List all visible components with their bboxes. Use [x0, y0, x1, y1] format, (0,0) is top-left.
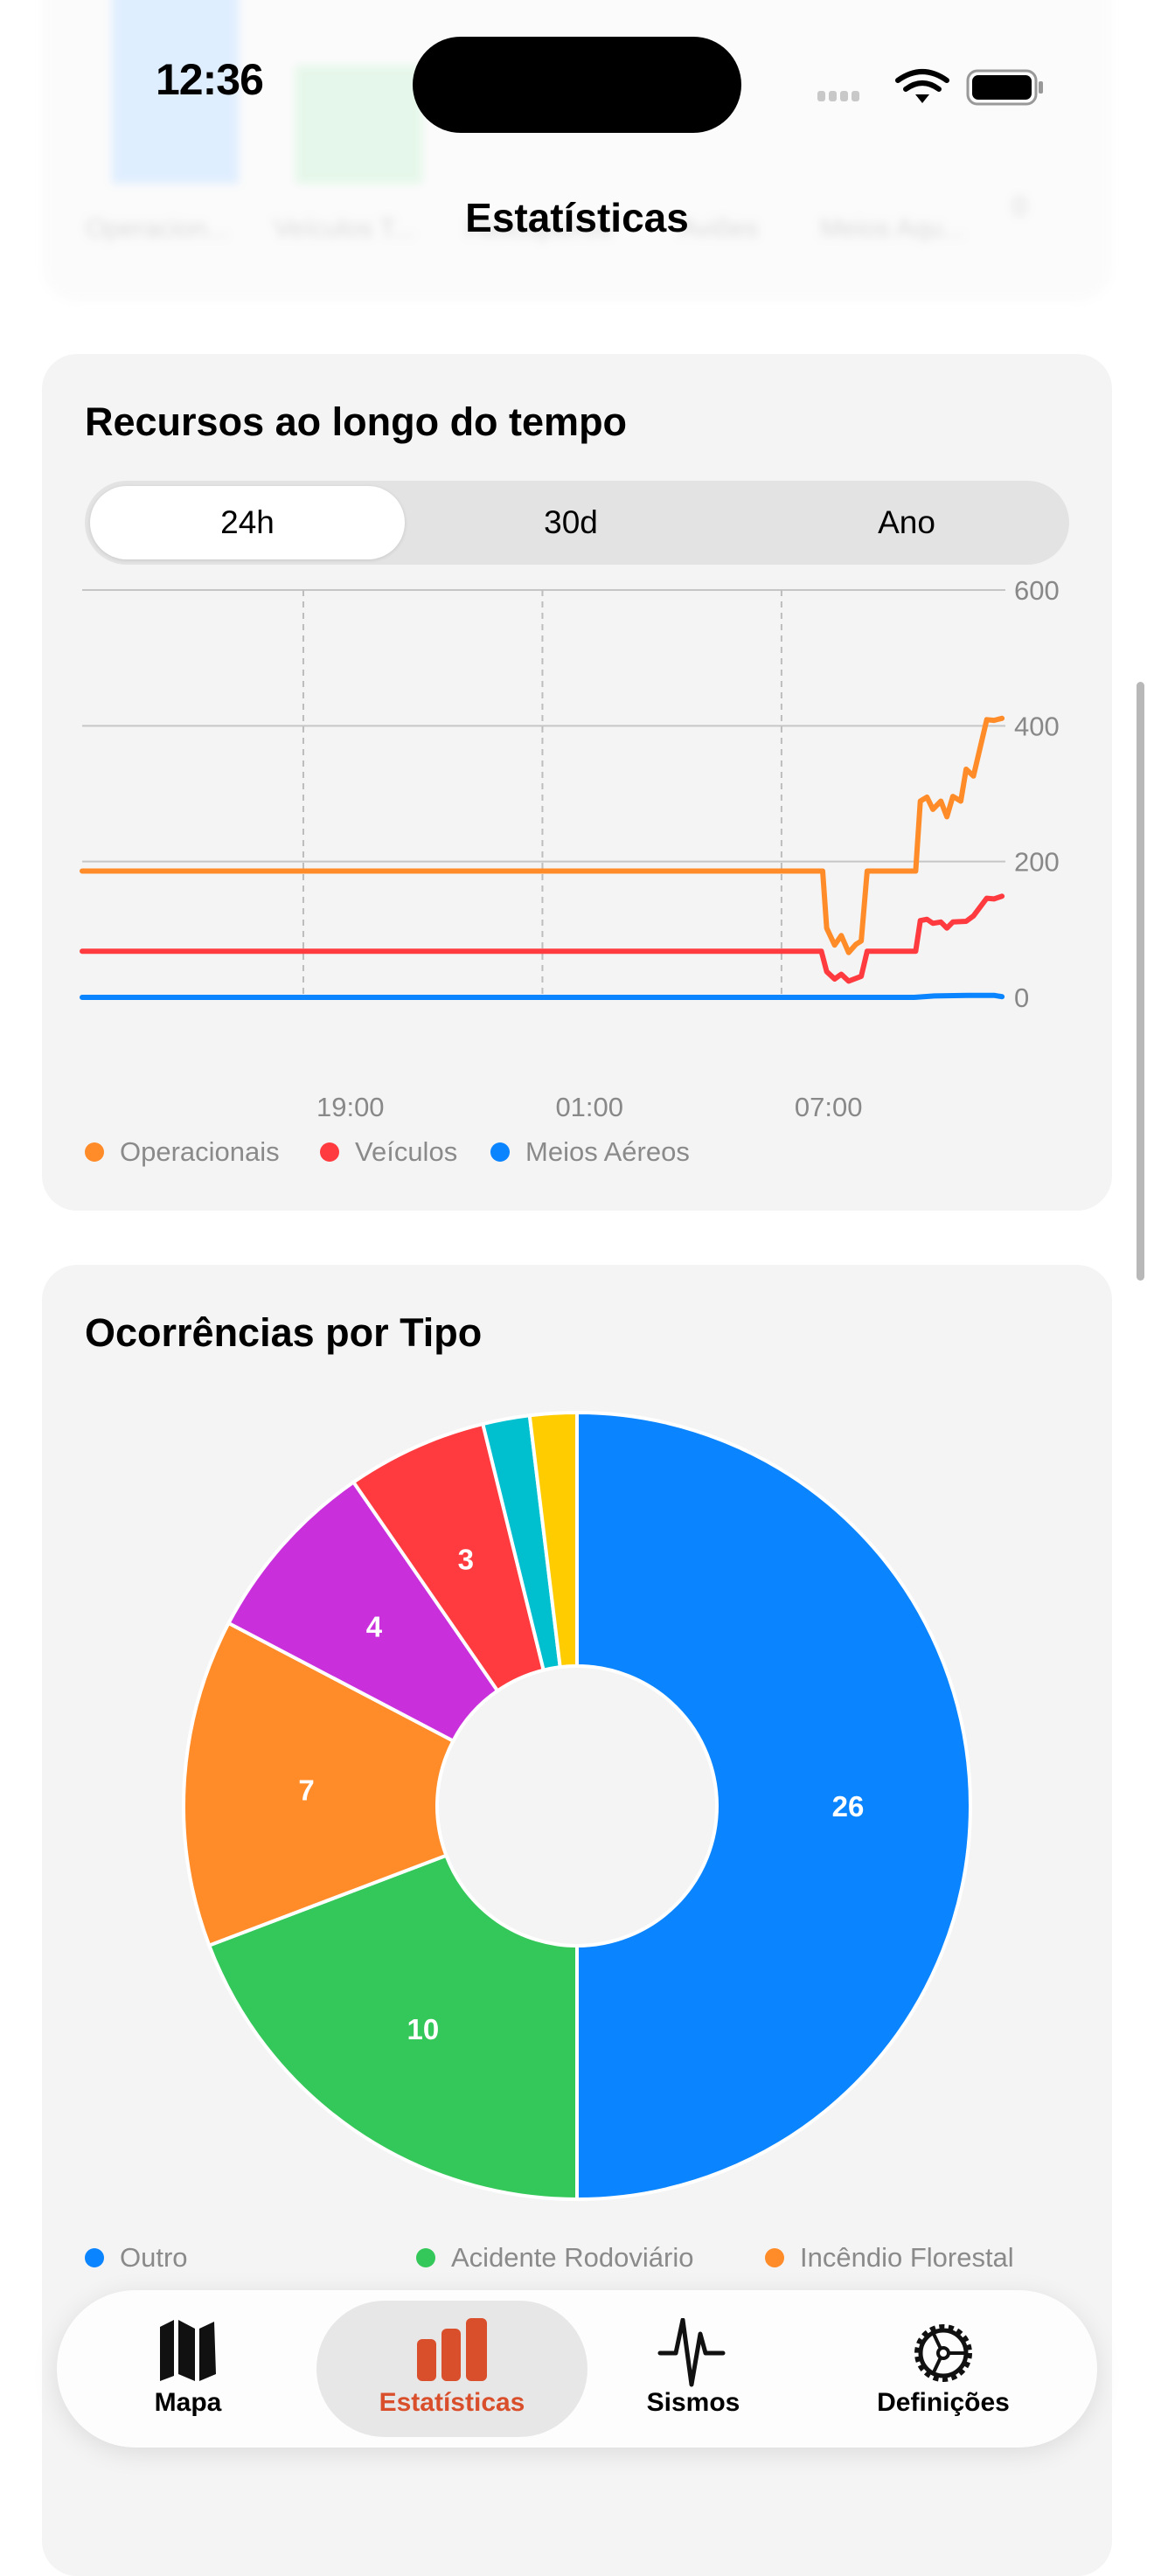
card-title: Ocorrências por Tipo — [85, 1310, 483, 1355]
bar — [112, 0, 239, 184]
legend-item-veiculos: Veículos — [320, 1136, 457, 1168]
legend-label: Incêndio Florestal — [800, 2242, 1014, 2273]
bar-label: Aviões — [680, 214, 759, 243]
tab-label: Estatísticas — [379, 2388, 525, 2417]
resources-time-card: Recursos ao longo do tempo 24h 30d Ano O… — [42, 354, 1112, 1211]
bar — [295, 66, 422, 184]
legend-dot — [320, 1142, 339, 1162]
legend-dot — [85, 2248, 104, 2267]
legend-item-outro: Outro — [85, 2242, 188, 2274]
time-range-segmented-control[interactable]: 24h 30d Ano — [85, 481, 1069, 565]
dynamic-island — [413, 37, 741, 133]
segment-selected-indicator — [90, 486, 405, 559]
map-icon — [160, 2320, 216, 2381]
wifi-icon — [895, 69, 949, 92]
tab-definicoes[interactable]: Definições — [812, 2290, 1074, 2448]
waveform-icon — [657, 2318, 726, 2387]
status-icons — [817, 69, 1043, 106]
bar-label: Operacion... — [86, 214, 229, 243]
legend-dot — [765, 2248, 784, 2267]
legend-dot — [416, 2248, 435, 2267]
tab-label: Definições — [877, 2388, 1010, 2417]
status-time: 12:36 — [156, 55, 264, 104]
legend-label: Veículos — [355, 1136, 458, 1167]
legend-item-acidente-rodoviario: Acidente Rodoviário — [416, 2242, 693, 2274]
legend-label: Outro — [120, 2242, 188, 2273]
gear-icon — [914, 2324, 972, 2382]
legend-dot — [85, 1142, 104, 1162]
legend-item-incendio-florestal: Incêndio Florestal — [765, 2242, 1014, 2274]
bar-label: Meios Aqu... — [820, 214, 965, 243]
segment-ano[interactable]: Ano — [878, 504, 935, 540]
tab-label: Mapa — [154, 2388, 222, 2417]
legend-label: Meios Aéreos — [525, 1136, 690, 1167]
tab-estatisticas[interactable]: Estatísticas — [321, 2290, 583, 2448]
legend-item-operacionais: Operacionais — [85, 1136, 280, 1168]
segment-30d[interactable]: 30d — [544, 504, 598, 540]
axis-label: 0 — [1012, 192, 1027, 221]
tab-sismos[interactable]: Sismos — [562, 2290, 824, 2448]
bar-label: Helicópteros — [466, 214, 612, 243]
tab-mapa[interactable]: Mapa — [57, 2290, 319, 2448]
legend-label: Acidente Rodoviário — [451, 2242, 694, 2273]
card-title: Recursos ao longo do tempo — [85, 399, 628, 444]
scrollbar[interactable] — [1137, 682, 1144, 1281]
tab-label: Sismos — [646, 2388, 740, 2417]
legend-item-meios-aereos: Meios Aéreos — [490, 1136, 690, 1168]
bar-label: Veículos T... — [274, 214, 415, 243]
bar-chart-icon — [417, 2318, 487, 2381]
tab-bar: Mapa Estatísticas Sismos Definições — [57, 2290, 1097, 2448]
cellular-signal-icon — [817, 91, 859, 101]
legend-dot — [490, 1142, 510, 1162]
battery-icon — [966, 69, 1043, 106]
legend-label: Operacionais — [120, 1136, 280, 1167]
segment-24h[interactable]: 24h — [220, 504, 275, 540]
page-title: Estatísticas — [465, 195, 689, 240]
